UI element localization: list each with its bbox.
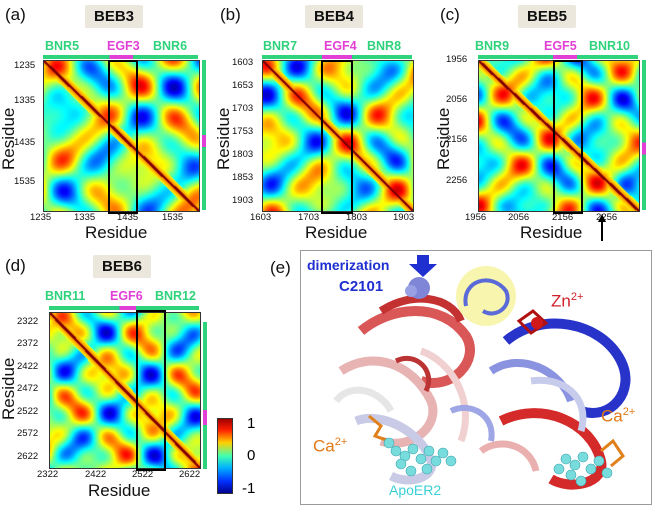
calcium-label-left: Ca2+ [313, 436, 348, 456]
correlation-heatmap [478, 60, 640, 212]
egf-highlight-box [108, 60, 138, 214]
panel-label: (b) [220, 5, 241, 24]
arrow-down-icon [409, 255, 437, 277]
domain-bar-side [642, 60, 646, 210]
egf-highlight-box [553, 60, 583, 214]
x-axis-label: Residue [305, 223, 368, 242]
panel-c: (c) BEB5 BNR9 EGF5 BNR10 1956 2056 2156 … [434, 0, 657, 245]
panel-title: BEB4 [305, 5, 364, 28]
panel-e: (e) [270, 250, 657, 506]
colorbar-tick-max: 1 [247, 415, 256, 432]
panel-label: (e) [270, 258, 291, 277]
domain-bar-top [49, 306, 199, 310]
protein-structure [333, 266, 631, 490]
segment-left-label: BNR7 [263, 39, 298, 53]
colorbar-tick-min: -1 [242, 480, 256, 497]
domain-bar-top [43, 55, 198, 59]
y-ticks: 1235 1335 1435 1535 [14, 60, 36, 187]
calcium-label-right: Ca2+ [601, 406, 636, 426]
y-axis-label: Residue [0, 107, 18, 170]
panel-label: (a) [5, 5, 26, 24]
panel-title: BEB3 [85, 5, 144, 28]
panel-title: BEB6 [93, 255, 152, 278]
segment-right-label: BNR8 [367, 39, 402, 53]
dimerization-label: dimerization [307, 257, 390, 273]
structure-frame: dimerization C2101 Zn2+ Ca2+ Ca2+ ApoER2 [300, 250, 652, 505]
segment-mid-label: EGF4 [324, 39, 357, 53]
y-ticks: 2322 2372 2422 2472 2522 2572 2622 [17, 316, 39, 462]
segment-left-label: BNR5 [45, 39, 80, 53]
panel-label: (d) [5, 256, 26, 275]
x-axis-label: Residue [520, 223, 583, 242]
segment-mid-label: EGF5 [544, 39, 577, 53]
x-axis-label: Residue [88, 481, 151, 500]
c2101-label: C2101 [339, 278, 384, 295]
segment-right-label: BNR10 [589, 39, 630, 53]
apoer2-label: ApoER2 [389, 482, 442, 498]
y-axis-label: Residue [214, 107, 233, 170]
segment-right-label: BNR6 [153, 39, 188, 53]
panel-d: (d) BEB6 BNR11 EGF6 BNR12 2322 2372 2422… [0, 255, 256, 500]
panel-label: (c) [440, 5, 460, 24]
y-axis-label: Residue [434, 107, 453, 170]
domain-bar-top [478, 55, 638, 59]
panel-b: (b) BEB4 BNR7 EGF4 BNR8 1603 1653 1703 1… [214, 5, 415, 242]
colorbar-tick-mid: 0 [247, 447, 256, 464]
y-ticks: 1603 1653 1703 1753 1803 1853 1903 [232, 57, 254, 206]
panel-a: (a) BEB3 BNR5 EGF3 BNR6 1235 1335 1435 1… [0, 0, 215, 245]
x-axis-label: Residue [85, 223, 148, 242]
segment-mid-label: EGF3 [107, 39, 140, 53]
correlation-heatmap [49, 312, 201, 469]
segment-right-label: BNR12 [155, 289, 196, 303]
correlation-heatmap [43, 60, 200, 212]
colorbar [217, 418, 233, 494]
segment-left-label: BNR9 [475, 39, 510, 53]
egf-highlight-box [321, 60, 353, 214]
zinc-label: Zn2+ [551, 291, 584, 311]
y-ticks: 1956 2056 2156 2256 [446, 54, 468, 186]
panel-title: BEB5 [518, 5, 577, 28]
segment-left-label: BNR11 [45, 289, 86, 303]
domain-bar-top [262, 55, 412, 59]
domain-bar-side [202, 60, 206, 210]
segment-mid-label: EGF6 [110, 289, 143, 303]
domain-bar-side [203, 322, 207, 469]
arrow-up-icon [598, 214, 606, 241]
y-axis-label: Residue [0, 357, 18, 420]
egf-highlight-box [136, 310, 166, 471]
